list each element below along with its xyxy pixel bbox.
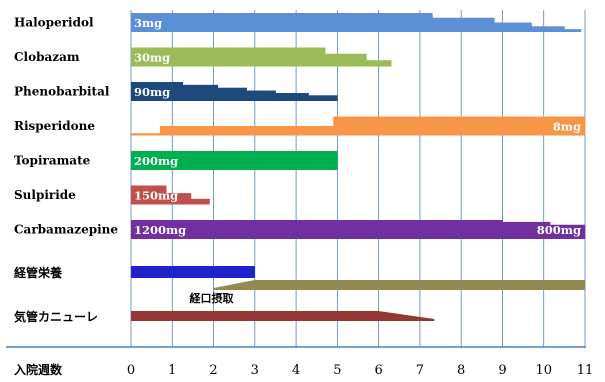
dose-label: 150mg <box>134 189 178 203</box>
dose-step <box>564 29 582 32</box>
x-tick-label: 0 <box>127 363 135 378</box>
dose-step <box>131 13 433 32</box>
dose-step <box>131 47 326 67</box>
dose-step <box>549 224 586 239</box>
dose-step <box>494 22 532 32</box>
x-tick-label: 4 <box>292 363 300 378</box>
x-tick-label: 6 <box>374 363 382 378</box>
dose-step <box>531 26 565 32</box>
dose-step <box>131 185 167 205</box>
dose-step <box>131 82 183 101</box>
dose-step <box>366 60 392 67</box>
drug-label: Sulpiride <box>14 188 76 202</box>
dose-step <box>333 116 586 136</box>
drug-label: Risperidone <box>14 119 95 133</box>
dose-step <box>166 193 192 205</box>
drug-row: Carbamazepine 1200mg 800mg <box>14 220 586 239</box>
drug-row: Sulpiride 150mg <box>14 185 210 205</box>
dose-step <box>275 93 309 101</box>
drug-label: Carbamazepine <box>14 223 118 237</box>
x-tick-label: 8 <box>457 363 465 378</box>
dose-step <box>131 220 503 239</box>
x-tick-label: 9 <box>498 363 506 378</box>
dose-step <box>182 84 219 101</box>
x-tick-label: 3 <box>251 363 259 378</box>
drug-row: Topiramate 200mg <box>14 151 338 170</box>
dose-label: 1200mg <box>134 223 186 237</box>
dose-step <box>159 126 334 136</box>
dose-step <box>190 198 210 205</box>
drug-label: Phenobarbital <box>14 85 110 99</box>
drug-row: Clobazam 30mg <box>14 47 392 67</box>
dose-label: 30mg <box>134 51 170 65</box>
dose-step <box>131 151 338 170</box>
drug-label: Haloperidol <box>14 16 94 30</box>
x-tick-label: 7 <box>416 363 424 378</box>
x-tick-labels: 0 1 2 3 4 5 6 7 8 9 10 11 <box>127 363 593 378</box>
cannula-label: 気管カニューレ <box>14 309 98 324</box>
dose-label: 90mg <box>134 85 170 99</box>
dose-step <box>324 53 367 67</box>
drug-label: Clobazam <box>14 50 80 64</box>
dose-step <box>308 95 338 101</box>
dose-step <box>217 87 247 101</box>
dose-label-end: 8mg <box>553 120 581 134</box>
x-tick-label: 1 <box>168 363 176 378</box>
dose-label-end: 800mg <box>537 223 581 237</box>
x-axis-label: 入院週数 <box>14 362 63 377</box>
dose-step <box>246 90 276 101</box>
dose-label: 200mg <box>134 154 178 168</box>
drug-row: Risperidone 8mg <box>14 116 586 136</box>
dose-label: 3mg <box>134 16 162 30</box>
drug-rows: Haloperidol 3mg Clobazam 30mg Phenobarbital 9… <box>14 13 586 239</box>
x-tick-label: 5 <box>333 363 341 378</box>
dose-step <box>502 221 551 239</box>
tube-feeding-bar <box>131 266 255 278</box>
dose-step <box>131 133 161 136</box>
x-tick-label: 2 <box>209 363 217 378</box>
dose-step <box>432 17 495 32</box>
cannula-row: 気管カニューレ <box>14 309 435 324</box>
feeding-label: 経管栄養 <box>14 265 62 280</box>
drug-row: Phenobarbital 90mg <box>14 82 338 101</box>
oral-intake-bar <box>213 280 585 290</box>
drug-row: Haloperidol 3mg <box>14 13 582 32</box>
cannula-bar <box>131 311 435 321</box>
oral-intake-label: 経口摂取 <box>190 291 234 305</box>
x-tick-label: 10 <box>535 363 552 378</box>
x-tick-label: 11 <box>577 363 594 378</box>
drug-label: Topiramate <box>14 154 91 168</box>
